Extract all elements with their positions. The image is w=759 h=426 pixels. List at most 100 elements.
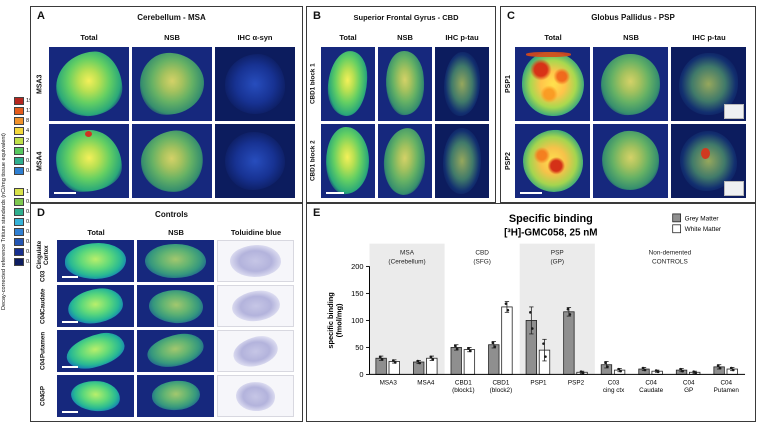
tissue-section — [145, 243, 206, 279]
autoradiograph-msa3-total — [49, 47, 129, 121]
ihc-cbd1b2-ptau — [435, 124, 489, 198]
scale-bar — [326, 192, 344, 194]
svg-text:100: 100 — [351, 316, 363, 325]
tissue-section — [225, 132, 285, 190]
autoradiograph-msa4-total — [49, 124, 129, 198]
tissue-section — [147, 287, 204, 325]
row-label-c03-cingulate: C03 Cingulate Cortex — [33, 240, 55, 282]
autoradiograph-c04-putamen-total — [57, 330, 134, 372]
autoradiograph-cbd1b1-total — [321, 47, 375, 121]
tritium-colorbar: 19 11 8 4 2 1 0.8 0.5 — [14, 96, 37, 175]
tissue-section — [443, 52, 481, 116]
row-region: Putamen — [39, 332, 47, 359]
row-region: GP — [39, 385, 47, 395]
autoradiograph-c04-caudate-nsb — [137, 285, 214, 327]
scale-value: 0.8 — [26, 199, 34, 205]
row-id: C03 — [39, 270, 47, 282]
scale-swatch — [14, 96, 24, 105]
panel-d: D Controls Total NSB Toluidine blue C03 … — [30, 203, 303, 422]
svg-text:PSP: PSP — [551, 250, 564, 257]
scale-swatch — [14, 156, 24, 165]
svg-text:C04: C04 — [683, 379, 695, 386]
svg-text:GP: GP — [684, 387, 693, 394]
panel-c: C Globus Pallidus - PSP Total NSB IHC p-… — [500, 6, 756, 203]
svg-text:(block2): (block2) — [490, 387, 513, 394]
tissue-section — [600, 52, 661, 116]
svg-text:150: 150 — [351, 289, 363, 298]
toluidine-c04-putamen — [217, 330, 294, 372]
tritium-scale-step: 19 — [14, 96, 37, 105]
autoradiograph-psp2-nsb — [593, 124, 668, 198]
svg-text:(SFG): (SFG) — [473, 258, 491, 265]
autoradiograph-c04-caudate-total — [57, 285, 134, 327]
scale-swatch — [14, 106, 24, 115]
tritium-scale-step: 0.2 — [14, 227, 37, 236]
tissue-section — [230, 288, 281, 324]
autoradiograph-cbd1b2-total — [321, 124, 375, 198]
panel-a-col-total: Total — [80, 33, 98, 42]
autoradiograph-cbd1b1-nsb — [378, 47, 432, 121]
panel-a-letter: A — [37, 10, 45, 22]
autoradiograph-psp1-nsb — [593, 47, 668, 121]
tissue-section — [234, 379, 277, 413]
svg-text:[³H]-GMC058, 25 nM: [³H]-GMC058, 25 nM — [504, 228, 597, 239]
hotspot — [526, 52, 572, 58]
panel-c-title: Globus Pallidus - PSP — [591, 13, 675, 22]
scale-swatch — [14, 197, 24, 206]
tissue-section — [230, 245, 281, 277]
svg-text:Putamen: Putamen — [714, 387, 740, 394]
scale-bar — [520, 192, 542, 194]
tritium-scale-label: Decay-corrected reference Tritium standa… — [1, 133, 7, 311]
scale-swatch — [14, 207, 24, 216]
tissue-section — [150, 379, 201, 413]
scale-swatch — [14, 247, 24, 256]
panel-a-col-ihc: IHC α-syn — [237, 33, 273, 42]
row-id: C04 — [39, 394, 47, 407]
toluidine-c04-gp — [217, 375, 294, 417]
scale-value: 0.3 — [26, 219, 34, 225]
row-id: C04 — [39, 358, 47, 370]
scale-value: 2 — [26, 137, 30, 144]
panel-c-col-total: Total — [544, 33, 562, 42]
tissue-section — [137, 127, 207, 195]
row-id: C04 — [39, 312, 47, 324]
row-label-c04-caudate: C04 Caudate — [33, 285, 55, 327]
tissue-section — [224, 54, 286, 114]
panel-d-col-total: Total — [87, 228, 105, 237]
panel-d-letter: D — [37, 207, 45, 219]
tissue-section — [138, 51, 206, 117]
tissue-section — [520, 128, 585, 194]
scale-value: 1 — [26, 188, 30, 195]
tritium-scale-step: 0.5 — [14, 166, 37, 175]
scale-swatch — [14, 227, 24, 236]
tritium-colorbars: 191184210.80.510.80.50.30.20.10.050.02 — [14, 96, 37, 278]
svg-text:CBD1: CBD1 — [492, 379, 509, 386]
svg-text:Non-demented: Non-demented — [649, 250, 692, 257]
tissue-section — [64, 243, 127, 279]
tritium-scale-step: 1 — [14, 187, 37, 196]
row-region: Caudate — [39, 288, 47, 313]
panel-d-col-tolu: Toluidine blue — [230, 228, 282, 237]
svg-text:PSP2: PSP2 — [568, 379, 585, 386]
toluidine-c03-cing — [217, 240, 294, 282]
tissue-section — [600, 129, 661, 193]
scale-value: 8 — [26, 117, 30, 124]
svg-text:White Matter: White Matter — [685, 226, 722, 233]
ihc-zoom-inset — [724, 181, 744, 196]
scale-value: 19 — [26, 98, 32, 104]
svg-text:MSA4: MSA4 — [417, 379, 435, 386]
panel-e-letter: E — [313, 207, 321, 219]
svg-text:Specific binding: Specific binding — [509, 213, 593, 225]
panel-a: A Cerebellum - MSA Total NSB IHC α-syn M… — [30, 6, 303, 203]
autoradiograph-c03-cing-nsb — [137, 240, 214, 282]
panel-a-title: Cerebellum - MSA — [137, 13, 206, 22]
tritium-scale-step: 0.3 — [14, 217, 37, 226]
tissue-section — [55, 128, 123, 194]
tissue-section — [442, 128, 482, 194]
scale-value: 11 — [26, 107, 32, 114]
row-label-msa4: MSA4 — [36, 151, 44, 171]
ihc-psp2-ptau — [671, 124, 746, 198]
scale-value: 0.5 — [26, 209, 34, 215]
tritium-scale-step: 0.8 — [14, 197, 37, 206]
